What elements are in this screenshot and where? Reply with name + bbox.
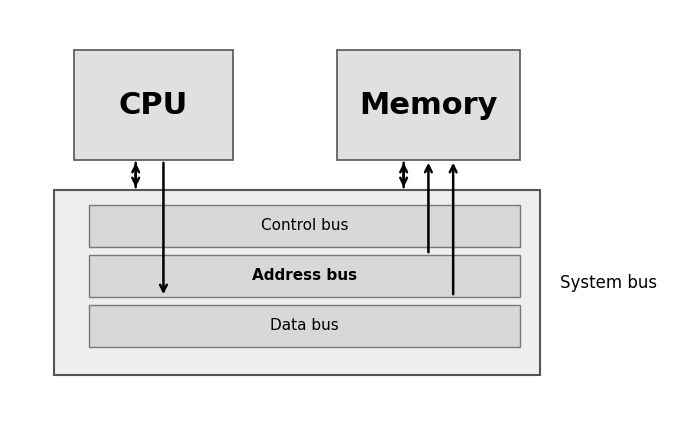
Text: CPU: CPU	[119, 90, 188, 120]
Text: Data bus: Data bus	[270, 319, 339, 334]
Bar	[337, 50, 520, 160]
Text: System bus: System bus	[560, 273, 657, 292]
Bar	[55, 190, 540, 375]
Bar	[89, 305, 520, 347]
Bar	[74, 50, 233, 160]
Text: Control bus: Control bus	[261, 218, 349, 233]
Text: Memory: Memory	[359, 90, 498, 120]
Bar	[89, 255, 520, 297]
Text: Address bus: Address bus	[252, 268, 357, 283]
Bar	[89, 205, 520, 247]
